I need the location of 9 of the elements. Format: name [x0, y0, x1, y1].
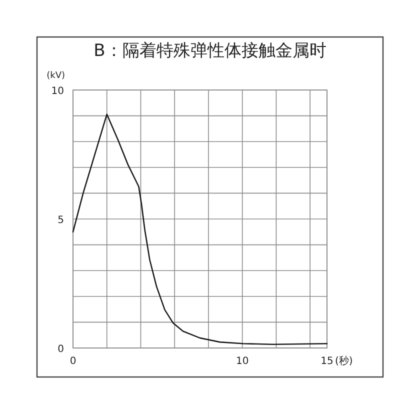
x-tick-label: 15	[320, 356, 334, 367]
y-tick-label: 5	[58, 215, 64, 226]
y-tick-label: 10	[51, 86, 64, 97]
x-tick-label: 10	[236, 356, 249, 367]
y-axis-title: (kV)	[46, 71, 65, 81]
x-tick-label: 0	[70, 356, 76, 367]
y-tick-label: 0	[58, 344, 64, 355]
chart-title: B：隔着特殊弹性体接触金属时	[94, 41, 326, 61]
x-axis-title: (秒)	[335, 355, 353, 367]
